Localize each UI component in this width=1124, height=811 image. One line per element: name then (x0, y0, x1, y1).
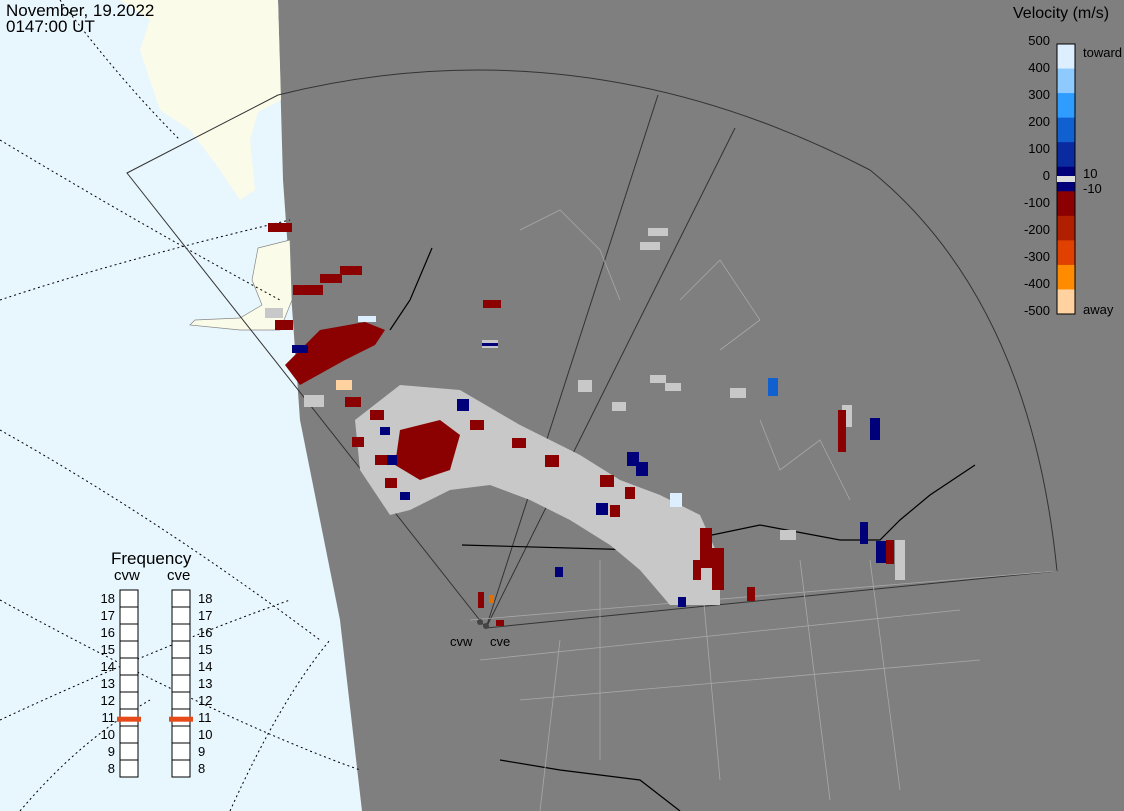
colorbar-mark-lower: -10 (1083, 181, 1102, 196)
radar-site-cve (483, 623, 489, 629)
ocean-region (0, 0, 362, 811)
state-lines (469, 209, 1058, 811)
velocity-toward-cells (292, 316, 886, 607)
colorbar-tick-label: 100 (1028, 141, 1050, 156)
colorbar-tick-label: 500 (1028, 33, 1050, 48)
radar-site-cvw (477, 619, 483, 625)
frequency-scale-label: 18 (100, 591, 115, 606)
time-label: 0147:00 UT (6, 17, 95, 36)
colorbar-tick-label: 0 (1042, 168, 1050, 183)
frequency-scale-label: 9 (107, 744, 115, 759)
frequency-scale-label: 17 (198, 608, 213, 623)
frequency-scale-label: 12 (198, 693, 213, 708)
radar-label-cve: cve (490, 634, 511, 649)
colorbar-tick-label: -400 (1023, 276, 1050, 291)
frequency-scale-label: 14 (198, 659, 213, 674)
colorbar-tick-label: -200 (1023, 222, 1050, 237)
frequency-scale-label: 16 (100, 625, 115, 640)
radar-label-cvw: cvw (450, 634, 473, 649)
frequency-scale-label: 18 (198, 591, 213, 606)
frequency-scale-label: 10 (198, 727, 213, 742)
frequency-scale-label: 15 (198, 642, 213, 657)
frequency-scale-label: 10 (100, 727, 115, 742)
alaska-peninsula (189, 239, 293, 331)
colorbar-tick-label: 300 (1028, 87, 1050, 102)
radar-fov-outline (126, 69, 1058, 629)
frequency-scale-label: 8 (107, 761, 115, 776)
frequency-scale-label: 8 (198, 761, 206, 776)
frequency-scale-label: 17 (100, 608, 115, 623)
frequency-scale-label: 13 (198, 676, 213, 691)
latlon-grid (0, 0, 361, 811)
frequency-scale-label: 14 (100, 659, 115, 674)
colorbar-tick-label: 200 (1028, 114, 1050, 129)
colorbar-tick-label: -500 (1023, 303, 1050, 318)
colorbar-toward-label: toward (1083, 45, 1123, 60)
frequency-scale-label: 11 (198, 710, 212, 725)
colorbar-mark-upper: 10 (1083, 166, 1098, 181)
colorbar-away-label: away (1083, 302, 1114, 317)
frequency-scale-label: 15 (100, 642, 115, 657)
frequency-scale-label: 9 (198, 744, 206, 759)
colorbar-title: Velocity (m/s) (1013, 5, 1110, 22)
velocity-away-cells (268, 223, 894, 626)
frequency-scale-label: 11 (101, 710, 116, 725)
frequency-scale-label: 12 (100, 693, 115, 708)
frequency-scale-label: 16 (198, 625, 213, 640)
arctic-land (120, 0, 281, 200)
date-label: November, 19.2022 (6, 1, 155, 20)
colorbar-tick-label: 400 (1028, 60, 1050, 75)
colorbar-tick-label: -100 (1023, 195, 1050, 210)
frequency-title: Frequency (111, 549, 192, 568)
colorbar-tick-label: -300 (1023, 249, 1050, 264)
frequency-scale-label: 13 (100, 676, 115, 691)
frequency-radar-label-cvw: cvw (114, 567, 140, 584)
frequency-radar-label-cve: cve (167, 567, 191, 584)
